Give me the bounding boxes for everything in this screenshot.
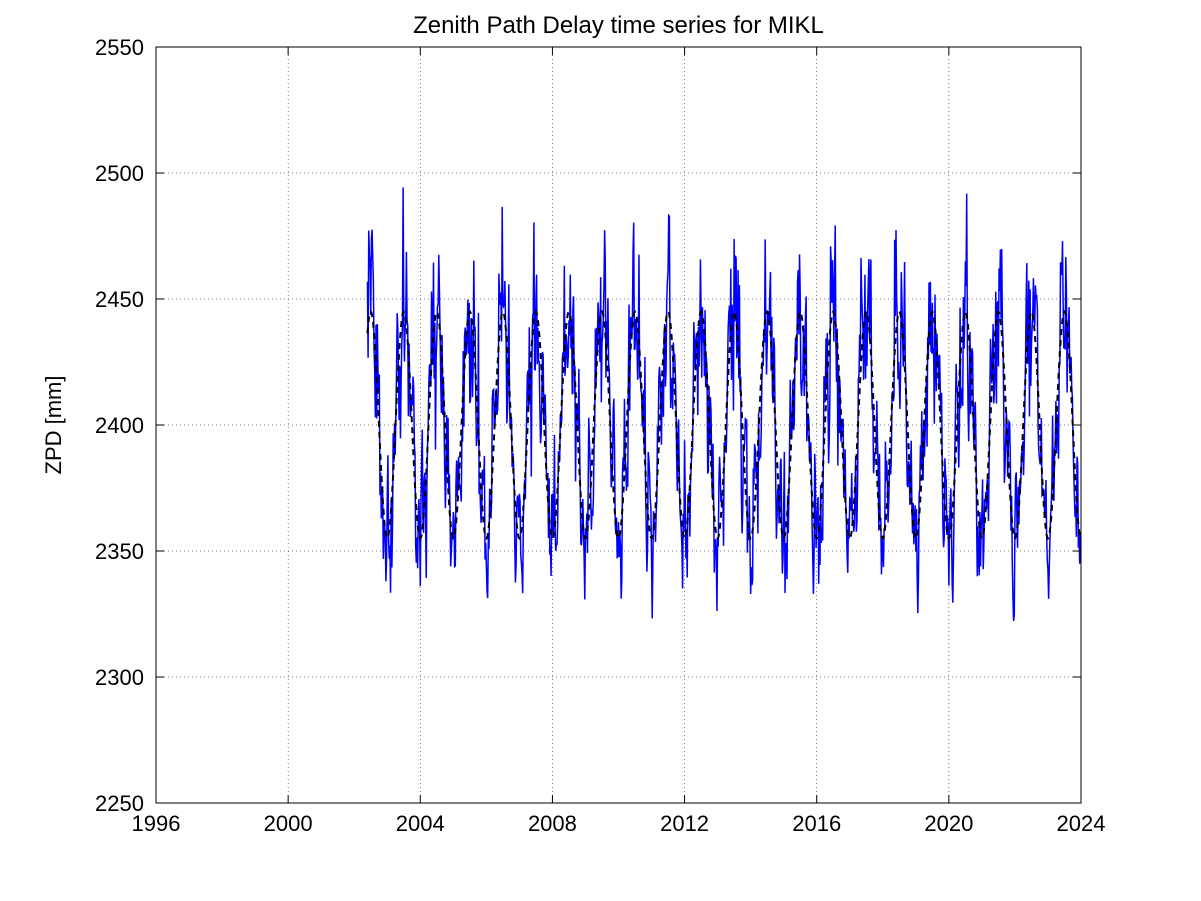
y-tick-label: 2250: [95, 791, 144, 816]
x-tick-label: 2004: [396, 811, 445, 836]
y-axis-label: ZPD [mm]: [41, 376, 66, 475]
y-tick-label: 2300: [95, 665, 144, 690]
y-tick-labels: 2250 2300 2350 2400 2450 2500 2550: [95, 35, 144, 816]
chart-title: Zenith Path Delay time series for MIKL: [413, 12, 824, 39]
x-tick-label: 2016: [792, 811, 841, 836]
y-tick-label: 2350: [95, 539, 144, 564]
x-tick-label: 2024: [1057, 811, 1106, 836]
y-tick-label: 2550: [95, 35, 144, 60]
x-tick-labels: 19962000200420082012201620202024: [132, 811, 1106, 836]
x-tick-label: 2020: [924, 811, 973, 836]
chart-container: 19962000200420082012201620202024 2250230…: [0, 0, 1201, 901]
x-tick-label: 2000: [264, 811, 313, 836]
y-tick-label: 2450: [95, 287, 144, 312]
y-tick-label: 2400: [95, 413, 144, 438]
zpd-chart: 19962000200420082012201620202024 2250230…: [0, 0, 1201, 901]
x-tick-label: 2012: [660, 811, 709, 836]
x-tick-label: 2008: [528, 811, 577, 836]
y-tick-label: 2500: [95, 161, 144, 186]
